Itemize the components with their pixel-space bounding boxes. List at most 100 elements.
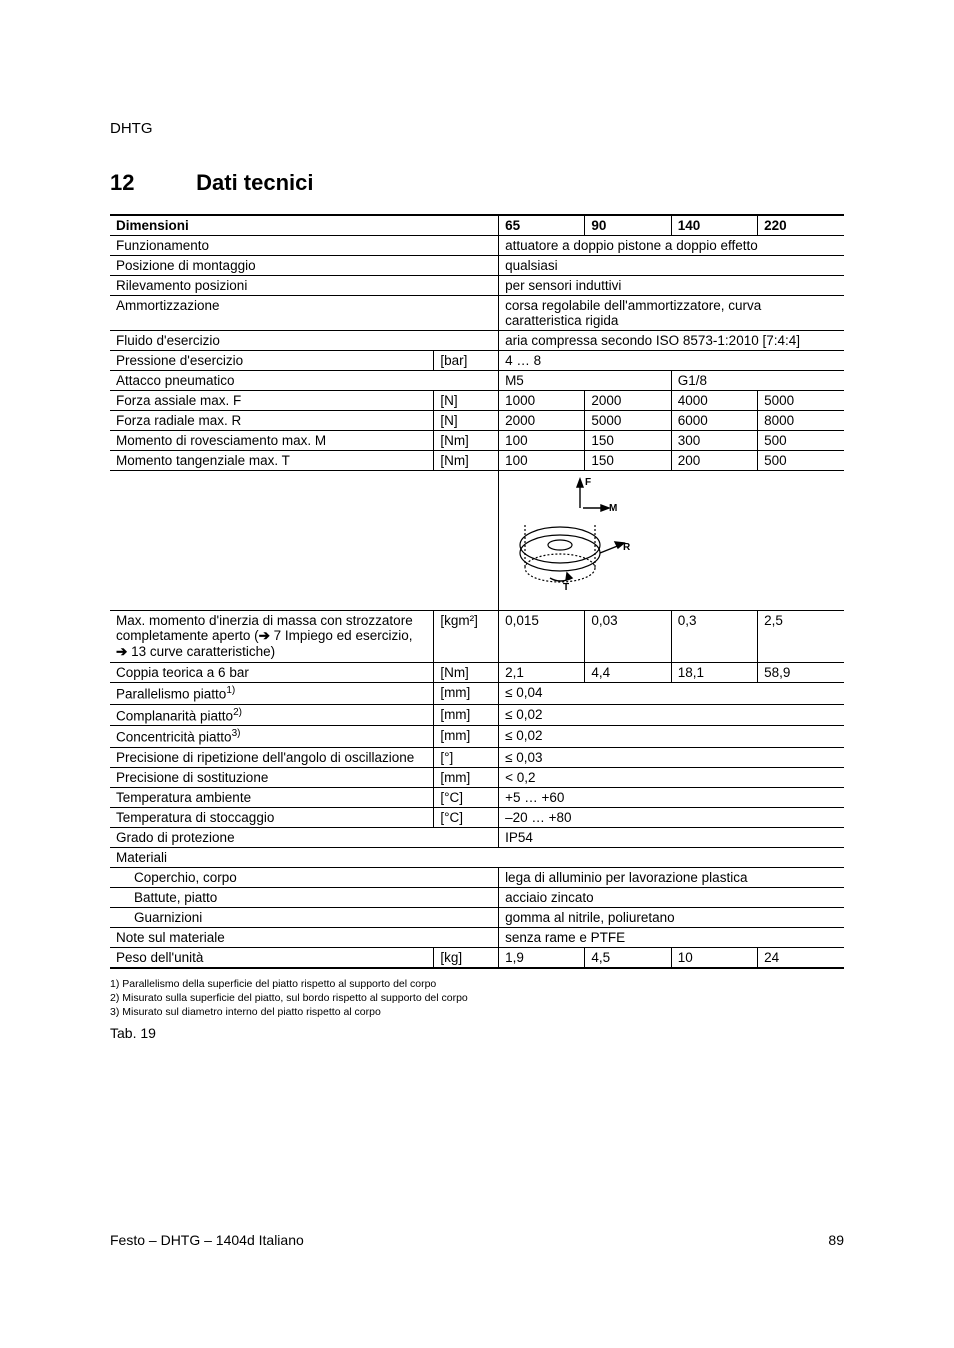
footnote-3: 3) Misurato sul diametro interno del pia… — [110, 1005, 844, 1019]
table-row: Temperatura ambiente[°C]+5 … +60 — [110, 787, 844, 807]
footer-page-number: 89 — [828, 1232, 844, 1248]
cell-value: 4,5 — [585, 947, 671, 968]
table-row: Momento di rovesciamento max. M[Nm]10015… — [110, 431, 844, 451]
spec-table: Dimensioni 65 90 140 220 Funzionamentoat… — [110, 214, 844, 969]
cell-value: 2000 — [499, 411, 585, 431]
cell-label: Materiali — [110, 847, 844, 867]
cell-label: Concentricità piatto3) — [110, 726, 434, 748]
cell-unit: [Nm] — [434, 431, 499, 451]
diagram-cell: F M R T — [499, 471, 844, 611]
cell-label: Temperatura ambiente — [110, 787, 434, 807]
header-140: 140 — [671, 215, 757, 236]
cell-value: 2000 — [585, 391, 671, 411]
table-row: Attacco pneumaticoM5G1/8 — [110, 371, 844, 391]
cell-value: G1/8 — [671, 371, 844, 391]
table-row: Temperatura di stoccaggio[°C]–20 … +80 — [110, 807, 844, 827]
cell-label: Guarnizioni — [110, 907, 499, 927]
table-row: Note sul materialesenza rame e PTFE — [110, 927, 844, 947]
cell-value: 4 … 8 — [499, 351, 844, 371]
table-row: Coperchio, corpolega di alluminio per la… — [110, 867, 844, 887]
table-header-row: Dimensioni 65 90 140 220 — [110, 215, 844, 236]
footnotes: 1) Parallelismo della superficie del pia… — [110, 977, 844, 1020]
table-row: Peso dell'unità[kg]1,94,51024 — [110, 947, 844, 968]
cell-value: 18,1 — [671, 663, 757, 683]
label-link: 13 curve caratteristiche — [131, 644, 271, 659]
cell-label: Coppia teorica a 6 bar — [110, 663, 434, 683]
product-code: DHTG — [110, 120, 153, 137]
cell-label: Forza radiale max. R — [110, 411, 434, 431]
cell-value: 5000 — [585, 411, 671, 431]
table-row: Pressione d'esercizio[bar]4 … 8 — [110, 351, 844, 371]
section-heading: 12 Dati tecnici — [110, 170, 844, 196]
cell-unit: [Nm] — [434, 451, 499, 471]
cell-value: attuatore a doppio pistone a doppio effe… — [499, 236, 844, 256]
cell-value: 5000 — [758, 391, 844, 411]
table-row: Posizione di montaggioqualsiasi — [110, 256, 844, 276]
cell-label: Peso dell'unità — [110, 947, 434, 968]
cell-value: 1000 — [499, 391, 585, 411]
cell-unit: [°] — [434, 747, 499, 767]
footnote-1: 1) Parallelismo della superficie del pia… — [110, 977, 844, 991]
table-row: Concentricità piatto3)[mm]≤ 0,02 — [110, 726, 844, 748]
cell-value: 300 — [671, 431, 757, 451]
cell-label: Coperchio, corpo — [110, 867, 499, 887]
diagram-label-f: F — [585, 477, 591, 488]
cell-label: Max. momento d'inerzia di massa con stro… — [110, 611, 434, 663]
table-row: Forza radiale max. R[N]2000500060008000 — [110, 411, 844, 431]
cell-label: Parallelismo piatto1) — [110, 683, 434, 705]
header-65: 65 — [499, 215, 585, 236]
cell-label: Fluido d'esercizio — [110, 331, 499, 351]
footer-left: Festo – DHTG – 1404d Italiano — [110, 1232, 304, 1248]
table-row: Complanarità piatto2)[mm]≤ 0,02 — [110, 704, 844, 726]
cell-value: 150 — [585, 431, 671, 451]
cell-label: Funzionamento — [110, 236, 499, 256]
diagram-empty-cell — [110, 471, 499, 611]
cell-value: 2,5 — [758, 611, 844, 663]
cell-value: 500 — [758, 431, 844, 451]
cell-value: lega di alluminio per lavorazione plasti… — [499, 867, 844, 887]
table-row: Fluido d'esercizioaria compressa secondo… — [110, 331, 844, 351]
cell-value: gomma al nitrile, poliuretano — [499, 907, 844, 927]
header-220: 220 — [758, 215, 844, 236]
cell-value: M5 — [499, 371, 672, 391]
cell-label: Complanarità piatto2) — [110, 704, 434, 726]
cell-label: Pressione d'esercizio — [110, 351, 434, 371]
section-title-text: Dati tecnici — [196, 170, 313, 195]
header-dimensioni: Dimensioni — [110, 215, 499, 236]
footnote-ref: 1) — [226, 685, 235, 696]
cell-unit: [N] — [434, 411, 499, 431]
table-row: Rilevamento posizioniper sensori indutti… — [110, 276, 844, 296]
cell-value: qualsiasi — [499, 256, 844, 276]
diagram-row: F M R T — [110, 471, 844, 611]
table-row: Parallelismo piatto1)[mm]≤ 0,04 — [110, 683, 844, 705]
cell-value: per sensori induttivi — [499, 276, 844, 296]
table-row: Coppia teorica a 6 bar[Nm]2,14,418,158,9 — [110, 663, 844, 683]
cell-value: 24 — [758, 947, 844, 968]
cell-value: 8000 — [758, 411, 844, 431]
force-diagram-icon: F M R T — [505, 473, 635, 593]
cell-value: 0,03 — [585, 611, 671, 663]
cell-value: 6000 — [671, 411, 757, 431]
diagram-label-m: M — [609, 503, 617, 514]
label-text: , — [409, 628, 413, 643]
cell-unit: [bar] — [434, 351, 499, 371]
cell-unit: [°C] — [434, 787, 499, 807]
cell-value: 100 — [499, 431, 585, 451]
section-number: 12 — [110, 170, 190, 196]
cell-value: ≤ 0,03 — [499, 747, 844, 767]
table-row: Materiali — [110, 847, 844, 867]
table-row: Max. momento d'inerzia di massa con stro… — [110, 611, 844, 663]
cell-unit: [Nm] — [434, 663, 499, 683]
cell-value: –20 … +80 — [499, 807, 844, 827]
cell-value: ≤ 0,02 — [499, 726, 844, 748]
cell-value: 100 — [499, 451, 585, 471]
table-caption: Tab. 19 — [110, 1025, 844, 1041]
cell-unit: [N] — [434, 391, 499, 411]
cell-value: 150 — [585, 451, 671, 471]
cell-label: Attacco pneumatico — [110, 371, 499, 391]
cell-value: ≤ 0,02 — [499, 704, 844, 726]
cell-value: ≤ 0,04 — [499, 683, 844, 705]
cell-value: 0,015 — [499, 611, 585, 663]
table-row: Precisione di sostituzione[mm]< 0,2 — [110, 767, 844, 787]
cell-value: +5 … +60 — [499, 787, 844, 807]
